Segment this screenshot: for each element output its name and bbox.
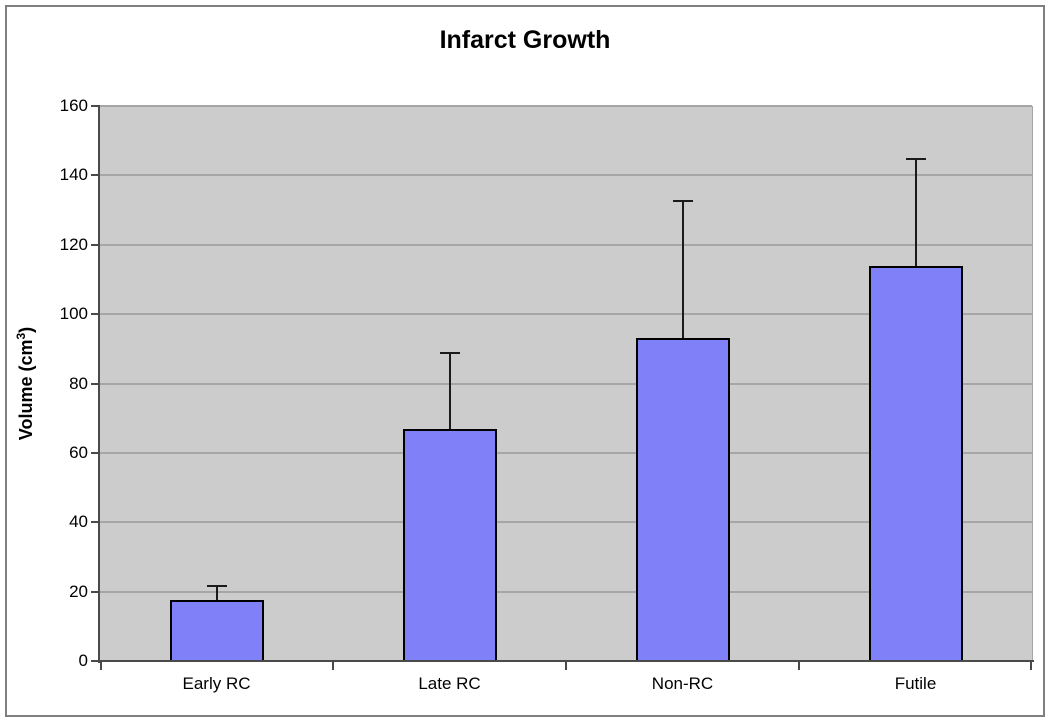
gridline-y-140 (100, 174, 1032, 177)
gridline-y-20 (100, 590, 1032, 593)
x-axis-line (98, 660, 1034, 662)
x-category-label-late-rc: Late RC (418, 674, 481, 693)
x-category-label-non-rc: Non-RC (651, 674, 714, 693)
error-bar-non-rc (681, 199, 684, 339)
y-tick-label: 0 (78, 651, 88, 670)
plot-area (91, 105, 1032, 670)
y-tick-label: 20 (69, 581, 88, 601)
x-tick-mark (332, 661, 334, 670)
gridline-y-80 (100, 382, 1032, 385)
y-tick-label: 160 (59, 96, 88, 115)
error-bar-cap-early-rc (206, 584, 227, 587)
y-axis-tick-labels: 0 20 40 60 80 100 120 140 160 (0, 96, 88, 670)
bar-late-rc (402, 428, 497, 661)
y-tick-label: 80 (69, 373, 88, 393)
plot-right-edge (1032, 106, 1033, 661)
error-bar-cap-futile (905, 158, 926, 161)
y-tick-mark (91, 660, 100, 662)
y-tick-mark (91, 243, 100, 246)
y-tick-label: 120 (59, 234, 88, 254)
y-tick-mark (91, 174, 100, 177)
x-tick-mark (1030, 661, 1032, 670)
y-tick-mark (91, 590, 100, 593)
gridline-y-40 (100, 521, 1032, 524)
error-bar-futile (914, 158, 917, 266)
x-tick-mark (798, 661, 800, 670)
chart-title: Infarct Growth (439, 26, 611, 54)
gridline-y-100 (100, 313, 1032, 316)
x-axis-category-labels: Early RC Late RC Non-RC Futile (100, 674, 1032, 698)
y-tick-mark (91, 105, 100, 107)
y-tick-label: 140 (59, 165, 88, 185)
error-bar-cap-non-rc (672, 199, 693, 202)
x-tick-mark (100, 661, 102, 670)
y-tick-mark (91, 451, 100, 454)
gridline-y-160 (100, 105, 1032, 107)
x-category-label-early-rc: Early RC (182, 674, 251, 693)
bar-early-rc (169, 600, 264, 661)
error-bar-early-rc (215, 584, 218, 601)
gridline-y-60 (100, 451, 1032, 454)
y-axis-line (98, 106, 100, 663)
error-bar-cap-late-rc (439, 352, 460, 355)
bar-non-rc (635, 338, 730, 661)
y-tick-label: 40 (69, 512, 88, 532)
y-tick-mark (91, 313, 100, 316)
gridline-y-120 (100, 243, 1032, 246)
y-tick-label: 60 (69, 442, 88, 462)
y-tick-mark (91, 521, 100, 524)
x-tick-mark (565, 661, 567, 670)
y-tick-label: 100 (59, 304, 88, 324)
bar-futile (868, 265, 963, 661)
x-category-label-futile: Futile (894, 674, 937, 693)
y-tick-mark (91, 382, 100, 385)
error-bar-late-rc (448, 352, 451, 429)
